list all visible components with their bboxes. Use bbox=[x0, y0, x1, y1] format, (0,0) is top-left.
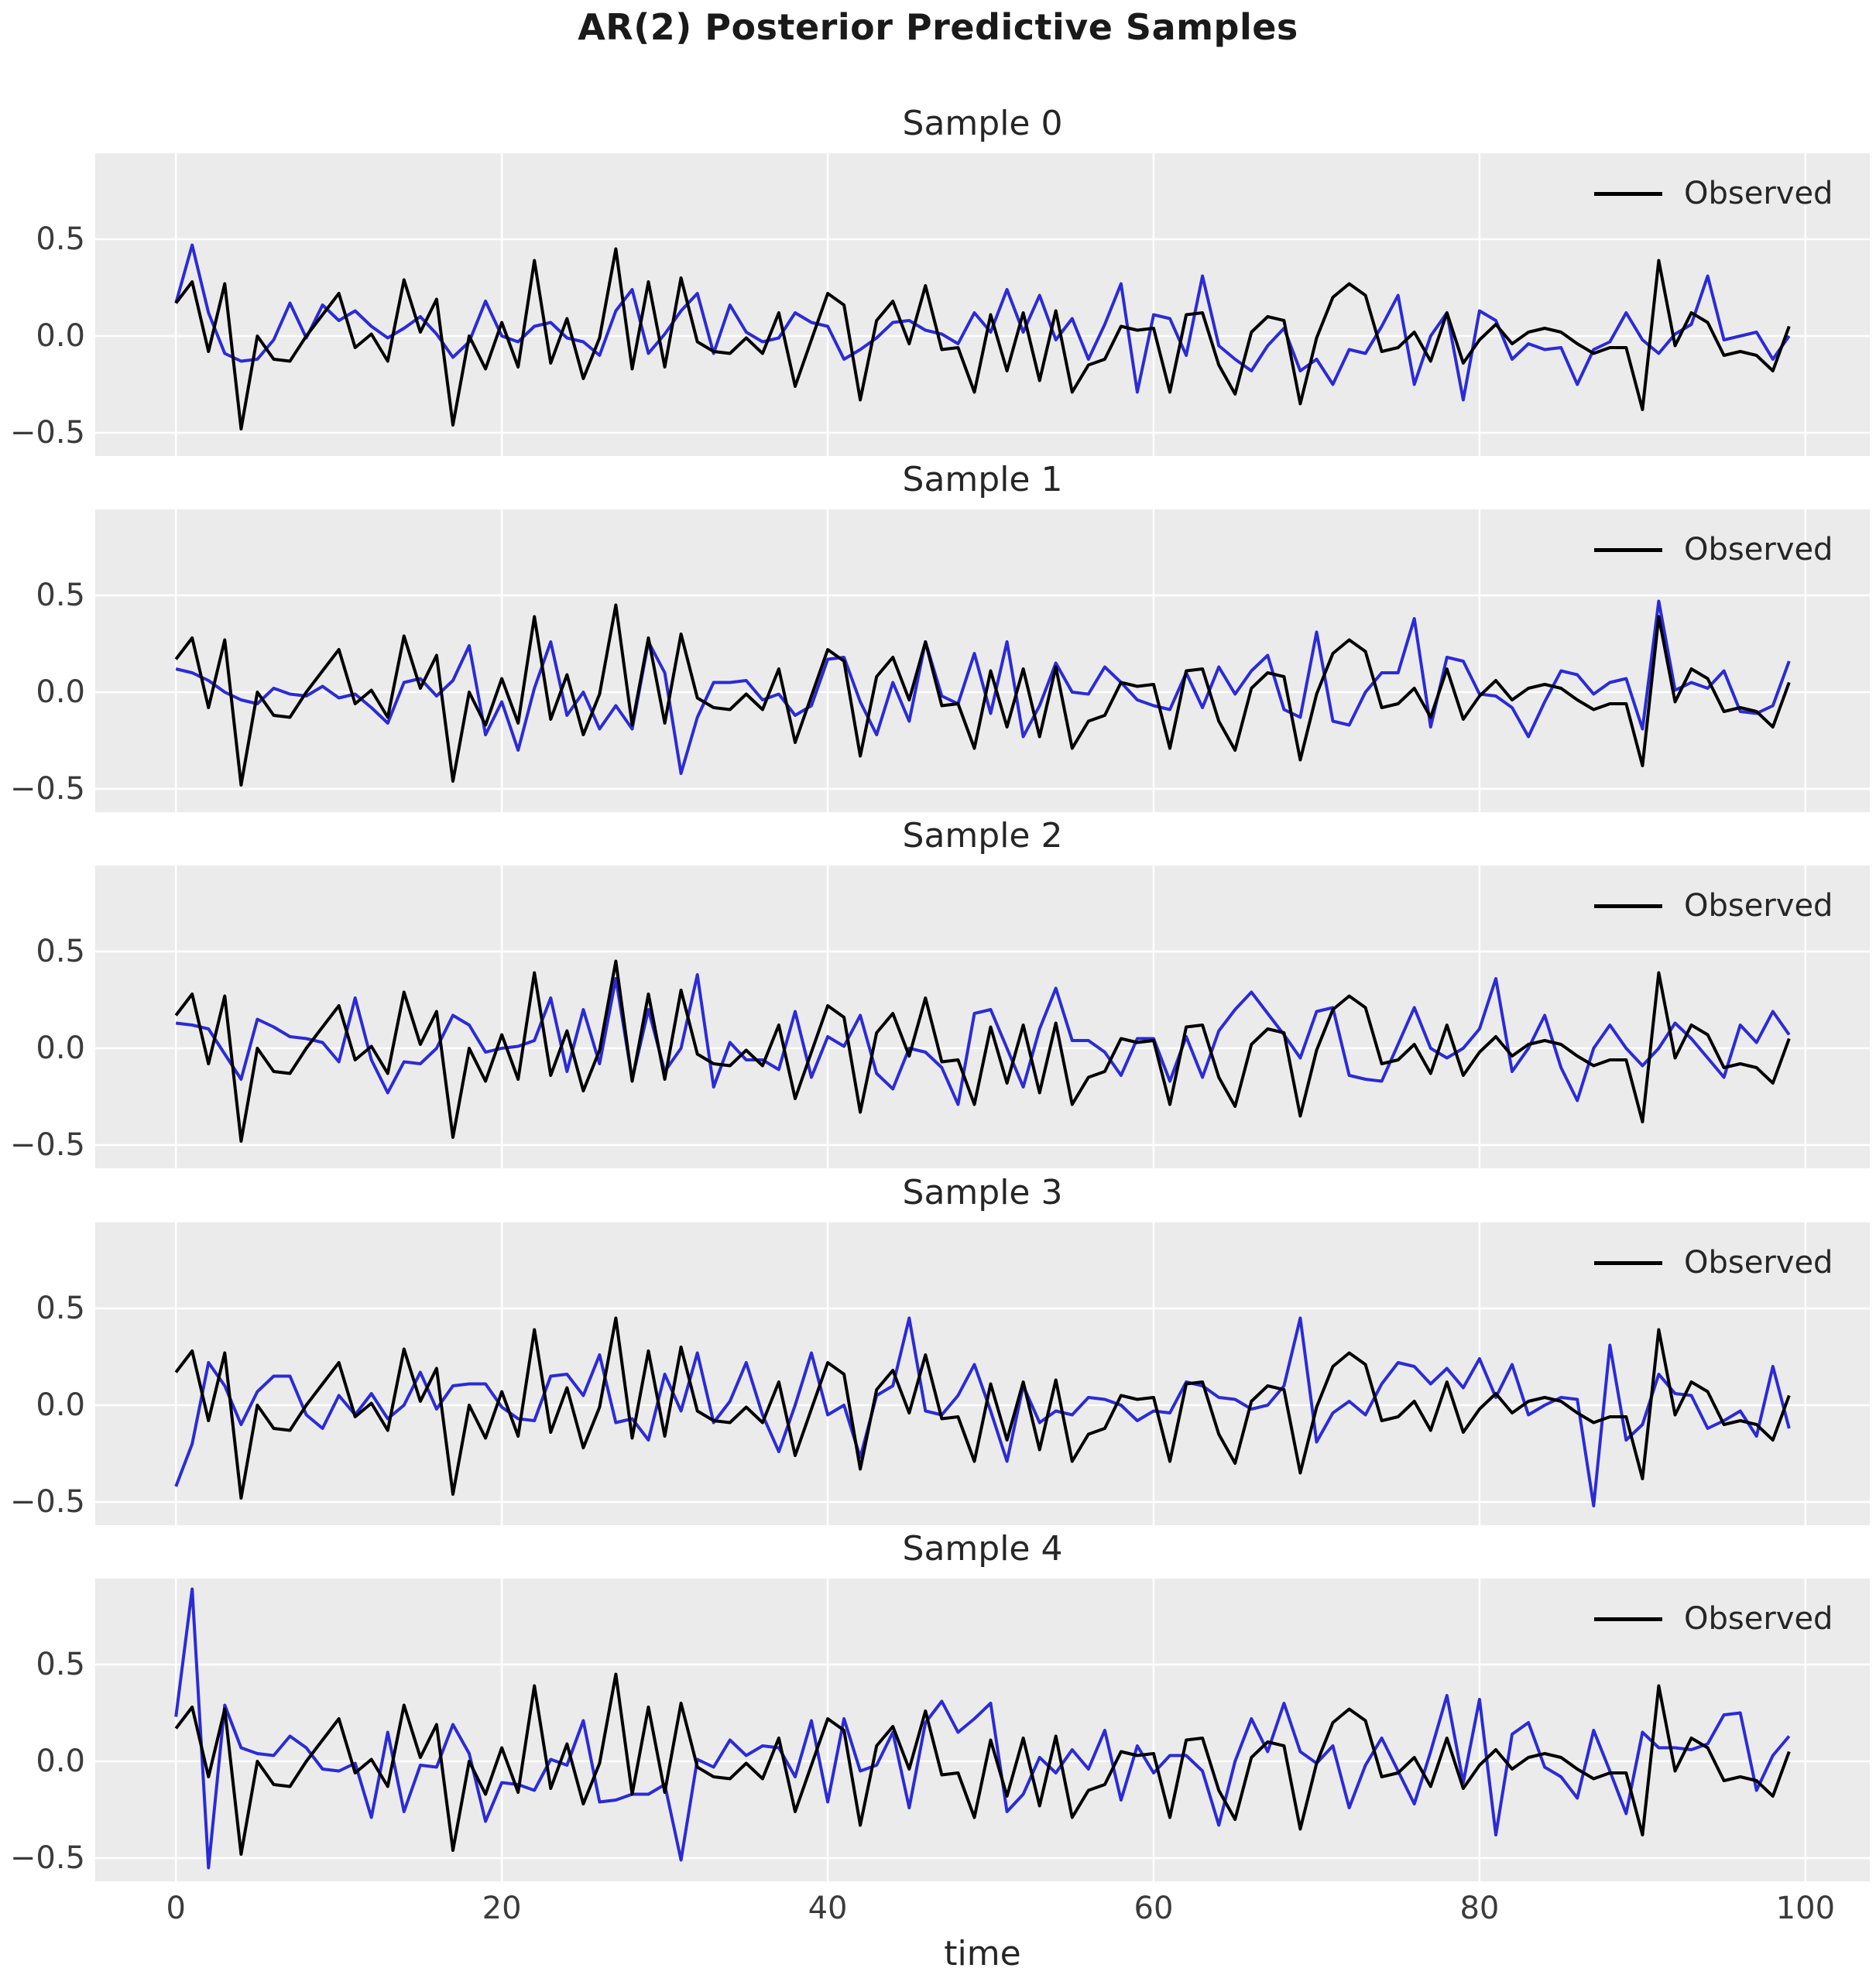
legend-line-swatch bbox=[1594, 903, 1662, 908]
x-axis-tick-label: 80 bbox=[1459, 1891, 1500, 1926]
legend-line-swatch bbox=[1594, 191, 1662, 196]
legend-line-swatch bbox=[1594, 547, 1662, 552]
legend-label: Observed bbox=[1684, 176, 1833, 211]
y-axis-tick-label: 0.5 bbox=[36, 1647, 85, 1682]
plot-area: Observed bbox=[95, 866, 1870, 1168]
plot-area: Observed bbox=[95, 153, 1870, 456]
y-axis-tick-label: 0.5 bbox=[36, 578, 85, 613]
legend: Observed bbox=[1594, 1243, 1833, 1283]
posterior-sample-line bbox=[174, 1316, 1791, 1507]
y-axis-tick-label: 0.0 bbox=[36, 674, 85, 710]
subplot-title: Sample 4 bbox=[902, 1529, 1063, 1569]
y-axis-tick-label: 0.0 bbox=[36, 1744, 85, 1779]
legend: Observed bbox=[1594, 530, 1833, 570]
observed-line bbox=[174, 603, 1791, 787]
plot-canvas bbox=[95, 153, 1870, 456]
y-axis-tick-label: −0.5 bbox=[9, 1484, 85, 1520]
y-axis-tick-label: 0.5 bbox=[36, 934, 85, 969]
y-axis-tick-label: −0.5 bbox=[9, 1840, 85, 1876]
x-axis-tick-label: 60 bbox=[1133, 1891, 1174, 1926]
posterior-sample-line bbox=[174, 1587, 1791, 1870]
plot-canvas bbox=[95, 1222, 1870, 1525]
legend-line-swatch bbox=[1594, 1260, 1662, 1265]
subplot-title: Sample 0 bbox=[902, 104, 1063, 143]
legend-line-swatch bbox=[1594, 1617, 1662, 1621]
x-axis-label: time bbox=[944, 1934, 1021, 1973]
x-axis-tick-label: 0 bbox=[166, 1891, 186, 1926]
y-axis-tick-label: 0.0 bbox=[36, 1387, 85, 1423]
y-axis-tick-label: −0.5 bbox=[9, 415, 85, 451]
observed-line bbox=[174, 959, 1791, 1143]
legend-label: Observed bbox=[1684, 888, 1833, 924]
observed-line bbox=[174, 1316, 1791, 1500]
y-axis-tick-label: 0.0 bbox=[36, 318, 85, 354]
y-axis-tick-label: −0.5 bbox=[9, 1127, 85, 1163]
plot-canvas bbox=[95, 866, 1870, 1168]
plot-canvas bbox=[95, 1579, 1870, 1881]
x-axis-tick-label: 40 bbox=[808, 1891, 848, 1926]
legend-label: Observed bbox=[1684, 532, 1833, 567]
subplot-title: Sample 2 bbox=[902, 816, 1063, 855]
y-axis-tick-label: 0.5 bbox=[36, 1291, 85, 1326]
legend-label: Observed bbox=[1684, 1601, 1833, 1637]
figure-title: AR(2) Posterior Predictive Samples bbox=[578, 6, 1298, 48]
y-axis-tick-label: −0.5 bbox=[9, 771, 85, 807]
y-axis-tick-label: 0.5 bbox=[36, 221, 85, 257]
posterior-sample-line bbox=[175, 599, 1791, 775]
posterior-sample-line bbox=[174, 243, 1791, 402]
legend-label: Observed bbox=[1684, 1245, 1833, 1281]
plot-area: Observed bbox=[95, 509, 1870, 812]
subplot-title: Sample 1 bbox=[902, 460, 1063, 499]
legend: Observed bbox=[1594, 173, 1833, 214]
x-axis-tick-label: 20 bbox=[482, 1891, 522, 1926]
observed-line bbox=[174, 1672, 1791, 1856]
plot-canvas bbox=[95, 509, 1870, 812]
posterior-sample-line bbox=[175, 973, 1791, 1106]
observed-line bbox=[174, 247, 1791, 430]
legend: Observed bbox=[1594, 886, 1833, 926]
plot-area: Observed bbox=[95, 1579, 1870, 1881]
legend: Observed bbox=[1594, 1599, 1833, 1639]
y-axis-tick-label: 0.0 bbox=[36, 1030, 85, 1066]
subplot-title: Sample 3 bbox=[902, 1173, 1063, 1212]
x-axis-tick-label: 100 bbox=[1775, 1891, 1836, 1926]
plot-area: Observed bbox=[95, 1222, 1870, 1525]
